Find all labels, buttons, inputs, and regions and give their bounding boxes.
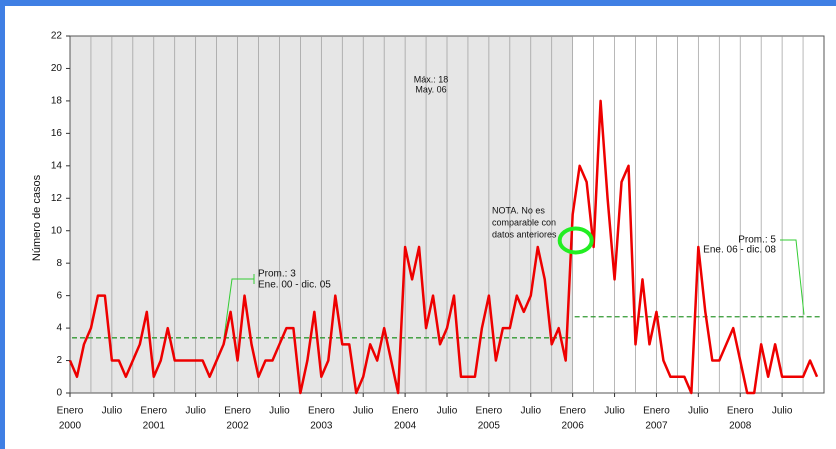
callout [223,278,254,338]
note-circle [557,226,594,255]
x-tick-label: Julio [353,406,374,417]
y-tick-label: 2 [56,355,62,366]
note: datos anteriores [492,229,557,239]
x-tick-label: Enero [643,406,670,417]
y-tick-label: 22 [51,31,63,42]
x-tick-label: Julio [437,406,458,417]
note: comparable con [492,217,556,227]
y-tick-label: 14 [51,160,63,171]
y-tick-label: 6 [56,290,62,301]
x-year-label: 2000 [59,421,82,432]
x-tick-label: Julio [185,406,206,417]
chart: Número de casos 0 2 4 6 8 10 12 14 16 18 20 22 Enero… [31,31,825,432]
x-tick-label: Julio [604,406,625,417]
x-tick-label: Enero [57,406,84,417]
x-tick-label: Enero [308,406,335,417]
average-label: Prom.: 3 [258,269,296,280]
x-tick-label: Enero [392,406,419,417]
y-tick-label: 16 [51,128,63,139]
x-tick-label: Julio [688,406,709,417]
x-tick-label: Julio [269,406,290,417]
x-year-label: 2005 [478,421,501,432]
x-year-label: 2001 [143,421,166,432]
x-tick-label: Julio [520,406,541,417]
series-line [68,99,819,395]
y-tick-label: 0 [56,388,62,399]
y-tick-label: 10 [51,225,63,236]
callout [780,239,805,315]
y-tick-label: 20 [51,63,63,74]
y-tick-label: 8 [56,258,62,269]
average-period: Ene. 00 - dic. 05 [258,280,331,291]
x-tick-label: Enero [140,406,167,417]
x-tick-label: Julio [102,406,123,417]
x-year-label: 2002 [226,421,249,432]
x-tick-label: Enero [476,406,503,417]
x-tick-label: Enero [727,406,754,417]
y-tick-label: 18 [51,96,63,107]
average-period: Ene. 06 - dic. 08 [703,245,776,256]
x-tick-label: Julio [772,406,793,417]
y-tick-label: 12 [51,193,63,204]
x-tick-label: Enero [224,406,251,417]
max-date: May. 06 [415,84,446,94]
x-year-label: 2004 [394,421,417,432]
y-tick-label: 4 [56,323,62,334]
note: NOTA. No es [492,205,545,215]
x-year-label: 2006 [562,421,585,432]
max-label: Máx.: 18 [414,74,449,84]
average-label: Prom.: 5 [738,235,776,246]
x-tick-label: Enero [559,406,586,417]
x-year-label: 2003 [310,421,333,432]
x-year-label: 2007 [645,421,668,432]
y-axis-label: Número de casos [31,174,43,261]
x-year-label: 2008 [729,421,752,432]
